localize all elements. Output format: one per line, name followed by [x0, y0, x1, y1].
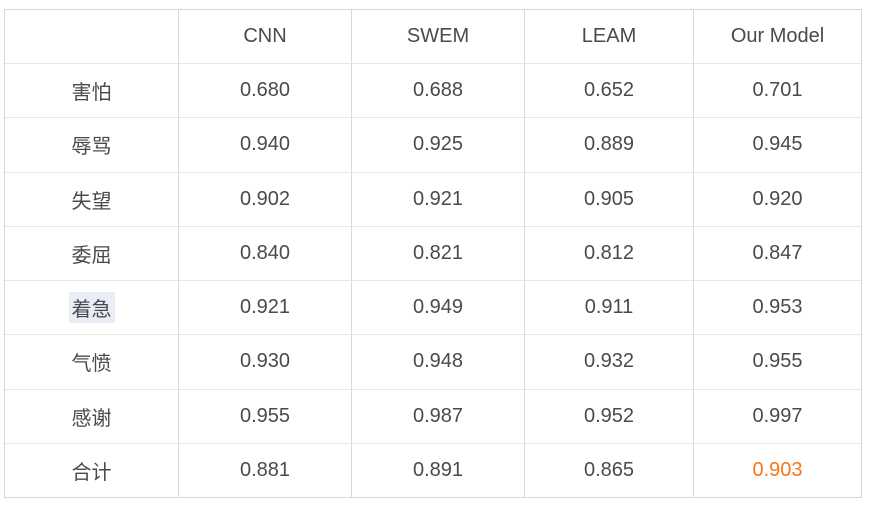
column-header-leam: LEAM	[524, 10, 693, 63]
table-cell: 0.652	[524, 63, 693, 118]
column-header-our-model: Our Model	[693, 10, 861, 63]
table-cell: 0.812	[524, 225, 693, 280]
table-cell: 0.821	[351, 225, 524, 280]
table-cell: 0.905	[524, 171, 693, 226]
table-cell: 0.949	[351, 280, 524, 335]
metrics-table: CNN SWEM LEAM Our Model 害怕 0.680 0.688 0…	[4, 9, 862, 498]
row-label: 着急	[5, 280, 178, 334]
table-cell: 0.840	[178, 225, 351, 280]
column-header-swem: SWEM	[351, 10, 524, 63]
table-cell: 0.865	[524, 442, 693, 497]
table-cell: 0.930	[178, 334, 351, 389]
column-header-empty	[5, 10, 178, 63]
table-cell: 0.902	[178, 171, 351, 226]
table-cell: 0.688	[351, 63, 524, 118]
table-cell: 0.925	[351, 117, 524, 172]
row-label: 委屈	[5, 225, 178, 280]
table-cell: 0.955	[178, 388, 351, 443]
table-cell: 0.940	[178, 117, 351, 172]
column-header-cnn: CNN	[178, 10, 351, 63]
table-cell: 0.921	[351, 171, 524, 226]
row-label: 感谢	[5, 388, 178, 443]
table-cell: 0.945	[693, 117, 861, 172]
table-cell: 0.955	[693, 334, 861, 389]
table-cell: 0.987	[351, 388, 524, 443]
table-cell: 0.921	[178, 280, 351, 335]
row-label: 失望	[5, 171, 178, 226]
table-cell: 0.952	[524, 388, 693, 443]
row-label: 合计	[5, 442, 178, 497]
table-cell: 0.881	[178, 442, 351, 497]
row-label: 害怕	[5, 63, 178, 117]
table-cell: 0.911	[524, 280, 693, 335]
table-cell: 0.948	[351, 334, 524, 389]
row-label: 气愤	[5, 334, 178, 388]
table-cell-highlighted: 0.903	[693, 442, 861, 497]
table-cell: 0.997	[693, 388, 861, 443]
table-cell: 0.953	[693, 280, 861, 335]
table-cell: 0.920	[693, 171, 861, 226]
table-cell: 0.847	[693, 225, 861, 280]
table-cell: 0.701	[693, 63, 861, 118]
selection-highlight: 着急	[68, 292, 115, 324]
table-cell: 0.891	[351, 442, 524, 497]
row-label: 辱骂	[5, 117, 178, 171]
table-cell: 0.889	[524, 117, 693, 172]
table-cell: 0.680	[178, 63, 351, 118]
table-cell: 0.932	[524, 334, 693, 389]
